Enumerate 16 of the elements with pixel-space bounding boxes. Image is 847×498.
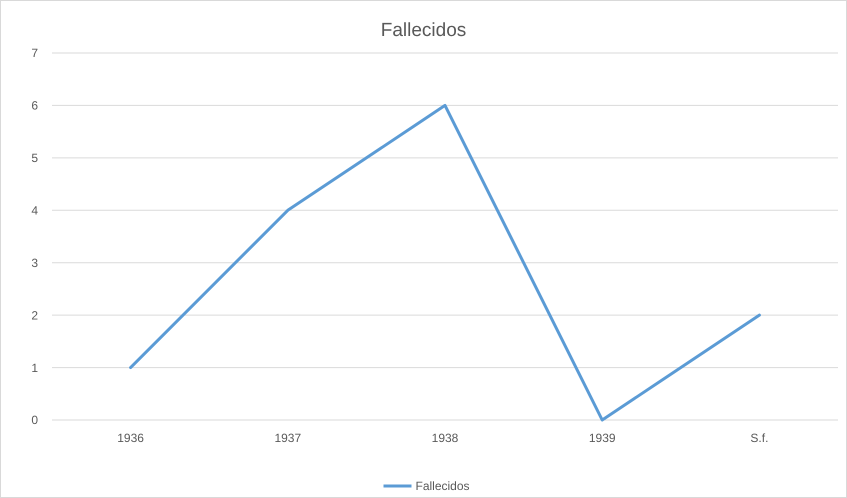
y-tick-label: 5: [31, 151, 38, 166]
x-tick-label: 1938: [432, 431, 459, 445]
y-tick-label: 4: [31, 203, 38, 218]
y-tick-label: 0: [31, 413, 38, 428]
x-tick-label: 1937: [274, 431, 302, 445]
legend-label: Fallecidos: [416, 479, 470, 494]
y-tick-label: 7: [31, 46, 38, 60]
chart-title: Fallecidos: [380, 20, 466, 41]
y-tick-label: 6: [31, 98, 38, 113]
y-tick-label: 3: [31, 256, 38, 270]
line-series: [129, 104, 761, 422]
x-tick-label: S.f.: [750, 431, 768, 445]
y-tick-label: 2: [31, 308, 38, 322]
x-tick-label: 1936: [117, 431, 144, 445]
y-tick-label: 1: [31, 360, 38, 375]
x-tick-label: 1939: [588, 431, 616, 445]
